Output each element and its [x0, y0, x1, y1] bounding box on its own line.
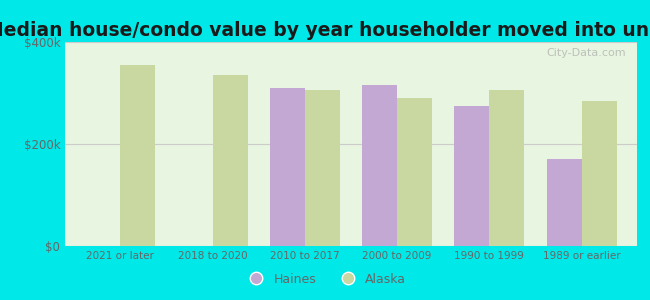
Bar: [582, 100, 617, 246]
Bar: [454, 106, 489, 246]
Bar: [397, 98, 432, 246]
Bar: [120, 65, 155, 246]
Legend: Haines, Alaska: Haines, Alaska: [239, 268, 411, 291]
Bar: [305, 90, 340, 246]
Text: Median house/condo value by year householder moved into unit: Median house/condo value by year househo…: [0, 21, 650, 40]
Bar: [547, 159, 582, 246]
Bar: [213, 75, 248, 246]
Text: City-Data.com: City-Data.com: [546, 48, 625, 58]
Bar: [489, 90, 525, 246]
Bar: [362, 85, 397, 246]
Bar: [270, 88, 305, 246]
